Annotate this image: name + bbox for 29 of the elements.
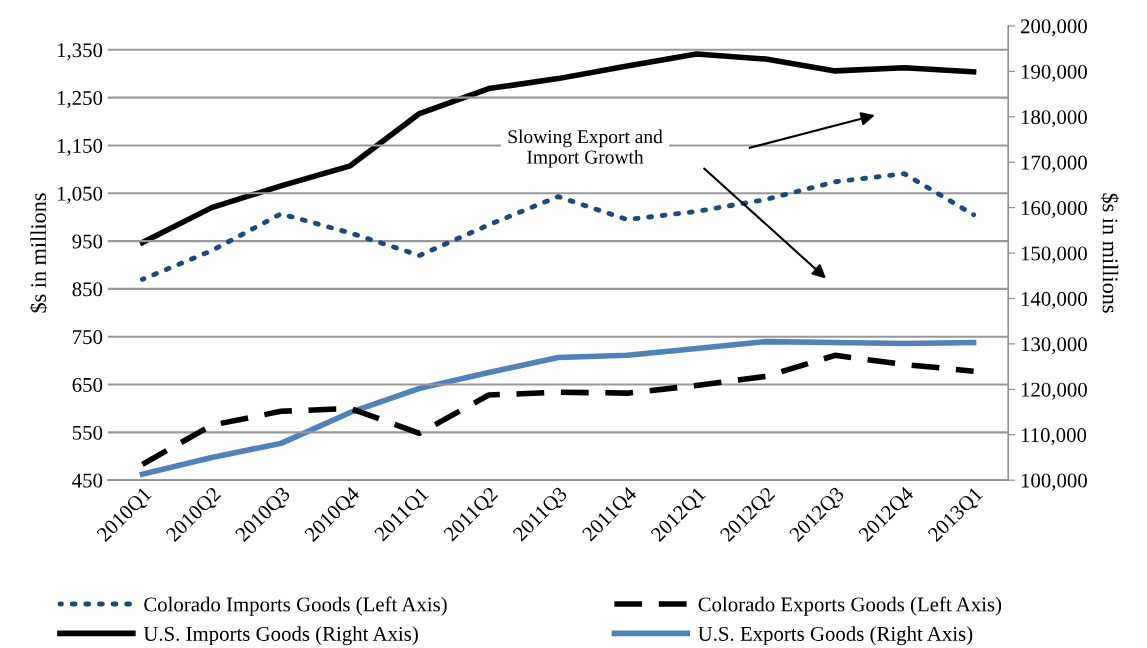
y-tick-label: 1,250 <box>57 91 103 109</box>
y-tick-label: 650 <box>72 377 103 392</box>
y2-tick-label: 170,000 <box>1021 155 1087 173</box>
y2-tick-label: 180,000 <box>1021 110 1087 128</box>
y-tick-label: 750 <box>73 330 103 345</box>
y-tick-label: 550 <box>72 425 103 440</box>
y2-axis-title: $s in millions <box>1101 193 1119 313</box>
y2-tick-label: 200,000 <box>1020 19 1087 37</box>
legend-label: U.S. Imports Goods (Right Axis) <box>143 626 418 646</box>
y2-tick-label: 190,000 <box>1021 64 1087 82</box>
y2-tick-label: 150,000 <box>1021 246 1087 264</box>
y-axis-title: $s in millions <box>29 193 48 313</box>
y-tick-label: 950 <box>72 234 103 249</box>
y-tick-label: 1,350 <box>57 43 103 61</box>
y-tick-label: 450 <box>72 473 103 488</box>
y-tick-label: 850 <box>72 282 103 297</box>
annotation: Slowing Export and Import Growth <box>508 129 663 168</box>
legend-label: Colorado Imports Goods (Left Axis) <box>144 596 447 616</box>
y2-tick-label: 140,000 <box>1021 291 1087 309</box>
y-tick-label: 1,150 <box>57 138 103 156</box>
y-tick-label: 1,050 <box>57 186 103 204</box>
y2-tick-label: 120,000 <box>1021 382 1087 400</box>
y2-tick-label: 110,000 <box>1021 428 1087 446</box>
y2-tick-label: 130,000 <box>1021 337 1087 355</box>
y2-tick-label: 160,000 <box>1021 200 1087 219</box>
line-series <box>140 171 977 282</box>
y2-tick-label: 100,000 <box>1021 473 1087 491</box>
legend-label: Colorado Exports Goods (Left Axis) <box>698 596 1002 616</box>
legend-label: U.S. Exports Goods (Right Axis) <box>698 626 973 646</box>
